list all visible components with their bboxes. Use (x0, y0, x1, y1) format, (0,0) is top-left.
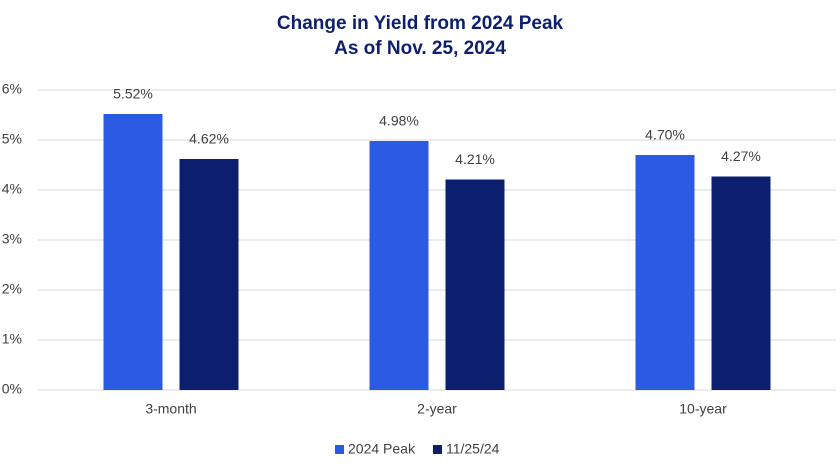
y-tick-label: 3% (2, 231, 22, 247)
bar (179, 159, 239, 390)
legend-swatch (335, 445, 344, 454)
y-tick-label: 4% (2, 181, 22, 197)
data-label: 5.52% (113, 86, 153, 102)
x-tick-label: 3-month (145, 401, 196, 417)
y-tick-label: 0% (2, 381, 22, 397)
bar (635, 155, 695, 390)
x-tick-label: 2-year (417, 401, 457, 417)
legend-label: 2024 Peak (348, 441, 416, 457)
data-label: 4.21% (455, 151, 495, 167)
data-label: 4.62% (189, 131, 229, 147)
y-tick-label: 2% (2, 281, 22, 297)
chart-subtitle: As of Nov. 25, 2024 (334, 38, 506, 59)
y-tick-label: 1% (2, 331, 22, 347)
bar (711, 176, 771, 390)
bar (445, 179, 505, 390)
x-tick-label: 10-year (679, 401, 727, 417)
chart-title: Change in Yield from 2024 Peak (277, 13, 564, 34)
bar (103, 114, 163, 390)
legend-swatch (432, 445, 442, 454)
legend-label: 11/25/24 (446, 441, 500, 457)
data-label: 4.27% (721, 148, 761, 164)
data-label: 4.70% (645, 127, 685, 143)
data-label: 4.98% (379, 113, 419, 129)
y-tick-label: 6% (2, 81, 22, 97)
y-tick-label: 5% (2, 131, 22, 147)
bar (369, 141, 429, 390)
